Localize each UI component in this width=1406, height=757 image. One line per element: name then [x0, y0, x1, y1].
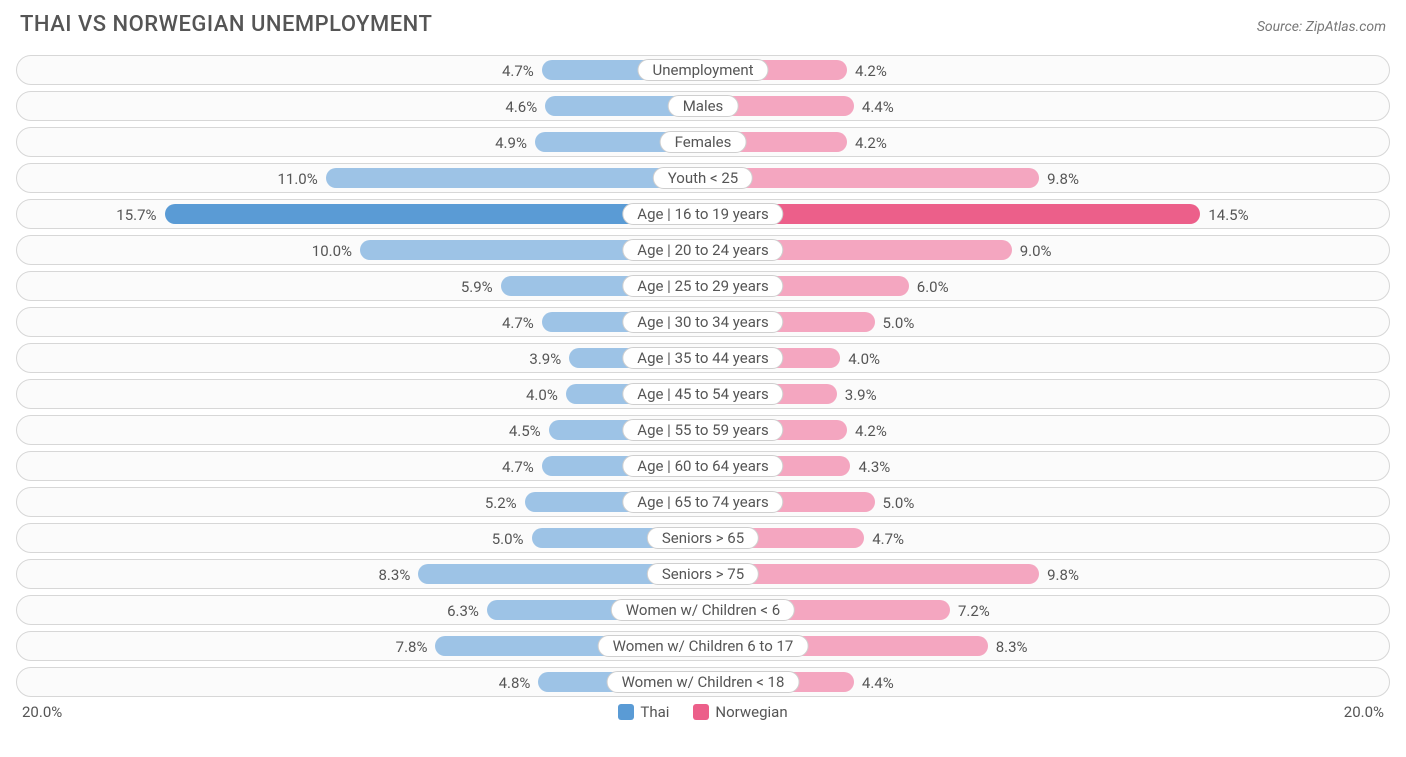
value-thai: 4.9%: [495, 128, 527, 158]
chart-row: 5.0% 4.7% Seniors > 65: [16, 523, 1390, 553]
value-thai: 15.7%: [116, 200, 156, 230]
legend-item-norwegian: Norwegian: [693, 703, 787, 721]
chart-row: 15.7% 14.5% Age | 16 to 19 years: [16, 199, 1390, 229]
row-category-label: Age | 35 to 44 years: [622, 347, 783, 369]
row-category-label: Unemployment: [637, 59, 768, 81]
chart-row: 4.7% 5.0% Age | 30 to 34 years: [16, 307, 1390, 337]
value-thai: 5.9%: [461, 272, 493, 302]
value-thai: 4.7%: [502, 56, 534, 86]
bar-norwegian: [703, 168, 1039, 188]
value-norwegian: 5.0%: [883, 308, 915, 338]
value-norwegian: 8.3%: [996, 632, 1028, 662]
value-norwegian: 9.0%: [1020, 236, 1052, 266]
row-category-label: Age | 60 to 64 years: [622, 455, 783, 477]
diverging-bar-chart: 4.7% 4.2% Unemployment 4.6% 4.4% Males 4.9% 4.2…: [16, 55, 1390, 697]
chart-source: Source: ZipAtlas.com: [1257, 19, 1386, 35]
chart-row: 5.9% 6.0% Age | 25 to 29 years: [16, 271, 1390, 301]
value-norwegian: 9.8%: [1047, 560, 1079, 590]
value-norwegian: 4.2%: [855, 56, 887, 86]
row-category-label: Age | 45 to 54 years: [622, 383, 783, 405]
row-category-label: Women w/ Children < 18: [607, 671, 800, 693]
legend-label-thai: Thai: [640, 703, 669, 721]
chart-row: 4.8% 4.4% Women w/ Children < 18: [16, 667, 1390, 697]
row-category-label: Women w/ Children < 6: [611, 599, 795, 621]
legend-swatch-thai: [618, 704, 634, 720]
value-thai: 4.7%: [502, 452, 534, 482]
chart-row: 4.7% 4.2% Unemployment: [16, 55, 1390, 85]
chart-row: 4.9% 4.2% Females: [16, 127, 1390, 157]
value-thai: 5.0%: [492, 524, 524, 554]
chart-row: 4.0% 3.9% Age | 45 to 54 years: [16, 379, 1390, 409]
scale-max-left: 20.0%: [22, 703, 62, 721]
row-category-label: Age | 30 to 34 years: [622, 311, 783, 333]
row-category-label: Youth < 25: [653, 167, 753, 189]
value-thai: 6.3%: [447, 596, 479, 626]
row-category-label: Males: [668, 95, 739, 117]
row-category-label: Seniors > 75: [647, 563, 759, 585]
row-category-label: Age | 16 to 19 years: [622, 203, 783, 225]
row-category-label: Age | 65 to 74 years: [622, 491, 783, 513]
row-category-label: Age | 55 to 59 years: [622, 419, 783, 441]
value-thai: 3.9%: [529, 344, 561, 374]
value-thai: 10.0%: [312, 236, 352, 266]
chart-row: 3.9% 4.0% Age | 35 to 44 years: [16, 343, 1390, 373]
chart-row: 8.3% 9.8% Seniors > 75: [16, 559, 1390, 589]
value-thai: 4.5%: [509, 416, 541, 446]
value-norwegian: 14.5%: [1208, 200, 1248, 230]
value-norwegian: 6.0%: [917, 272, 949, 302]
value-thai: 4.8%: [499, 668, 531, 698]
value-thai: 4.6%: [505, 92, 537, 122]
legend-swatch-norwegian: [693, 704, 709, 720]
legend-label-norwegian: Norwegian: [715, 703, 787, 721]
value-norwegian: 4.2%: [855, 416, 887, 446]
chart-row: 4.6% 4.4% Males: [16, 91, 1390, 121]
legend-item-thai: Thai: [618, 703, 669, 721]
value-thai: 5.2%: [485, 488, 517, 518]
value-thai: 7.8%: [396, 632, 428, 662]
value-thai: 11.0%: [277, 164, 317, 194]
row-category-label: Age | 20 to 24 years: [622, 239, 783, 261]
value-thai: 8.3%: [379, 560, 411, 590]
value-norwegian: 4.0%: [848, 344, 880, 374]
bar-thai: [326, 168, 703, 188]
value-norwegian: 4.4%: [862, 668, 894, 698]
row-category-label: Age | 25 to 29 years: [622, 275, 783, 297]
value-norwegian: 4.2%: [855, 128, 887, 158]
legend: Thai Norwegian: [62, 703, 1344, 721]
value-norwegian: 7.2%: [958, 596, 990, 626]
value-norwegian: 9.8%: [1047, 164, 1079, 194]
value-norwegian: 5.0%: [883, 488, 915, 518]
value-norwegian: 4.4%: [862, 92, 894, 122]
chart-footer: 20.0% Thai Norwegian 20.0%: [16, 703, 1390, 721]
value-norwegian: 4.7%: [872, 524, 904, 554]
chart-row: 7.8% 8.3% Women w/ Children 6 to 17: [16, 631, 1390, 661]
scale-max-right: 20.0%: [1344, 703, 1384, 721]
value-thai: 4.0%: [526, 380, 558, 410]
value-norwegian: 3.9%: [845, 380, 877, 410]
chart-row: 10.0% 9.0% Age | 20 to 24 years: [16, 235, 1390, 265]
chart-title: THAI VS NORWEGIAN UNEMPLOYMENT: [20, 12, 432, 37]
chart-header: THAI VS NORWEGIAN UNEMPLOYMENT Source: Z…: [16, 12, 1390, 37]
row-category-label: Females: [660, 131, 747, 153]
row-category-label: Women w/ Children 6 to 17: [598, 635, 809, 657]
value-norwegian: 4.3%: [858, 452, 890, 482]
chart-row: 11.0% 9.8% Youth < 25: [16, 163, 1390, 193]
value-thai: 4.7%: [502, 308, 534, 338]
chart-row: 6.3% 7.2% Women w/ Children < 6: [16, 595, 1390, 625]
row-category-label: Seniors > 65: [647, 527, 759, 549]
chart-row: 4.5% 4.2% Age | 55 to 59 years: [16, 415, 1390, 445]
chart-row: 4.7% 4.3% Age | 60 to 64 years: [16, 451, 1390, 481]
chart-row: 5.2% 5.0% Age | 65 to 74 years: [16, 487, 1390, 517]
